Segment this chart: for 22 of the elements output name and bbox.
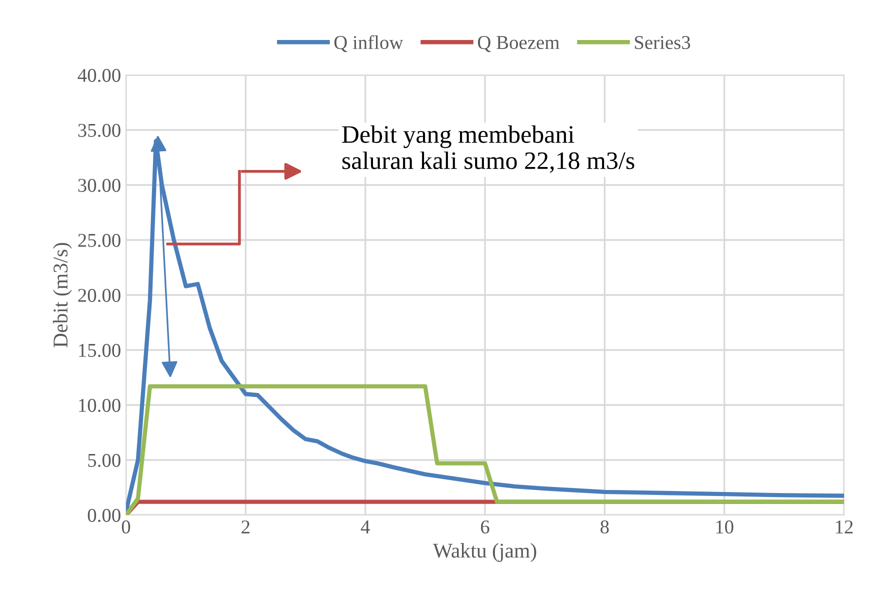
legend-label: Series3 (634, 36, 690, 50)
y-tick-label: 20.00 (78, 288, 120, 302)
y-tick-label: 10.00 (79, 398, 120, 412)
x-tick-label: 10 (716, 520, 734, 534)
x-tick-label: 0 (122, 520, 130, 534)
y-tick-label: 15.00 (79, 344, 120, 358)
x-tick-label: 2 (242, 520, 250, 534)
y-axis-title: Debit (m3/s) (52, 242, 72, 348)
y-tick-label: 0.00 (88, 508, 120, 522)
x-tick-label: 6 (480, 520, 490, 534)
y-tick-label: 40.00 (78, 68, 120, 82)
legend-label: Q Boezem (478, 36, 560, 52)
legend-label: Q inflow (334, 35, 404, 52)
x-axis-title: Waktu (jam) (432, 543, 536, 562)
x-tick-label: 12 (836, 520, 853, 534)
y-tick-label: 5.00 (88, 454, 120, 468)
x-tick-label: 4 (360, 520, 370, 534)
y-tick-label: 25.00 (78, 234, 120, 248)
annotation: Debit yang membebani saluran kali sumo 22,18 m3/s (342, 125, 634, 173)
y-tick-label: 30.00 (78, 178, 120, 192)
x-tick-label: 8 (600, 520, 609, 534)
y-tick-label: 35.00 (78, 124, 120, 138)
